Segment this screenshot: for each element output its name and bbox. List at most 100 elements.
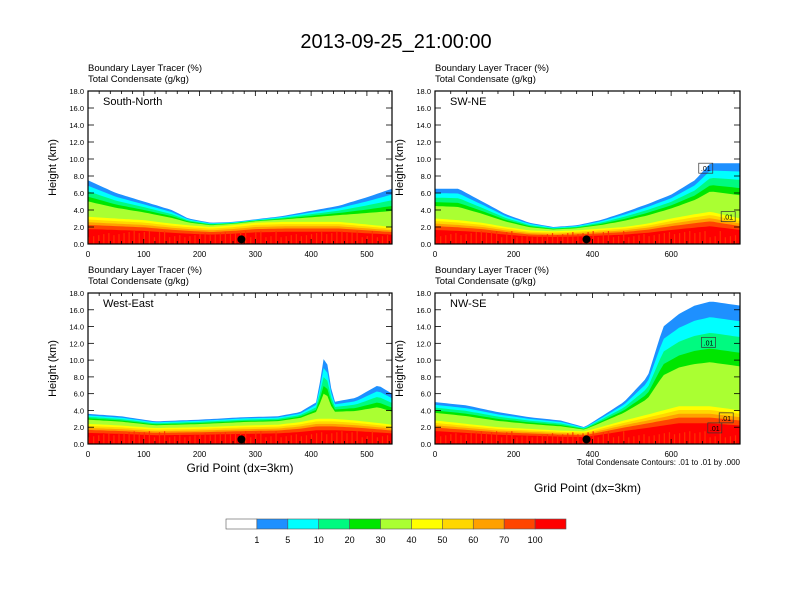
bl-streak [663, 233, 665, 244]
bl-streak [496, 231, 498, 244]
bl-streak [516, 237, 518, 244]
bl-streak [684, 232, 686, 244]
y-tick-label: 18.0 [416, 289, 431, 298]
bl-streak [351, 232, 353, 244]
y-tick-label: 12.0 [69, 138, 84, 147]
bl-streak [133, 231, 135, 244]
x-axis-label: Grid Point (dx=3km) [533, 481, 642, 495]
bl-streak [153, 437, 156, 444]
bl-streak [623, 231, 625, 244]
bl-streak [270, 236, 272, 244]
y-tick-label: 6.0 [74, 189, 84, 198]
bl-streak [729, 436, 732, 444]
y-tick-label: 12.0 [69, 339, 84, 348]
bl-streak [724, 237, 726, 244]
colorbar-swatch [225, 518, 258, 530]
y-tick-label: 14.0 [69, 323, 84, 332]
y-tick-label: 2.0 [74, 223, 84, 232]
bl-streak [546, 234, 549, 244]
bl-streak [285, 236, 287, 244]
bl-streak [133, 431, 135, 444]
bl-streak [618, 236, 620, 244]
bl-streak [361, 237, 363, 244]
panel-title: South-North [103, 96, 162, 108]
colorbar-label: 1 [254, 535, 259, 545]
colorbar-swatch [503, 518, 536, 530]
bl-streak [460, 435, 462, 444]
bl-streak [148, 431, 150, 444]
bl-streak [245, 231, 247, 244]
y-tick-label: 2.0 [74, 423, 84, 432]
bl-streak [496, 431, 498, 444]
bl-streak [219, 433, 221, 444]
tracer-field [88, 359, 392, 444]
bl-streak [638, 235, 640, 244]
bl-streak [663, 433, 665, 444]
bl-streak [668, 232, 671, 244]
colorbar-swatch [380, 518, 412, 530]
colorbar-swatch [442, 518, 474, 530]
bl-streak [490, 232, 493, 244]
x-axis-label: Grid Point (dx=3km) [186, 461, 294, 475]
plot-frame [434, 90, 741, 245]
bl-streak [143, 232, 145, 244]
bl-streak [531, 237, 533, 244]
bl-streak [108, 433, 110, 444]
bl-streak [128, 232, 130, 244]
y-tick-label: 12.0 [416, 138, 431, 147]
contour-label-box [707, 422, 723, 434]
bl-streak [290, 435, 292, 444]
x-tick-label: 100 [137, 250, 151, 259]
panel-bottom-left: 0 100 200 300 400 500 0.0 2.0 4.0 6.0 8.0 10.0 12.0 1… [47, 289, 393, 459]
bl-streak [551, 433, 554, 444]
bl-streak [376, 437, 378, 444]
station-marker [582, 235, 591, 244]
y-tick-label: 16.0 [69, 104, 84, 113]
bl-streak [331, 233, 333, 244]
bl-streak [551, 233, 554, 244]
bl-streak [356, 431, 358, 444]
contour-label: .01 [704, 340, 714, 347]
panel-subheader-top-right: Total Condensate (g/kg) [435, 74, 536, 85]
y-tick-label: 10.0 [69, 155, 84, 164]
bl-streak [305, 235, 308, 244]
bl-streak [209, 235, 211, 244]
bl-streak [184, 437, 186, 444]
y-tick-label: 4.0 [421, 206, 431, 215]
bl-streak [465, 234, 467, 244]
x-tick-label: 0 [86, 450, 91, 459]
bl-streak [300, 436, 302, 444]
bl-streak [381, 236, 384, 244]
bl-streak [158, 232, 161, 244]
bl-streak [204, 233, 206, 244]
bl-streak [567, 233, 569, 244]
x-tick-label: 0 [86, 250, 91, 259]
bl-streak [673, 234, 676, 244]
bl-streak [250, 437, 252, 444]
bl-streak [511, 431, 513, 444]
bl-streak [189, 436, 191, 444]
bl-streak [699, 232, 701, 244]
bl-streak [557, 235, 559, 244]
colorbar-swatch [287, 518, 320, 530]
bl-streak [204, 433, 206, 444]
bl-streak [490, 432, 493, 444]
bl-streak [381, 436, 384, 444]
bl-streak [310, 234, 313, 244]
bl-streak [234, 233, 237, 244]
colorbar-label: 30 [376, 535, 386, 545]
bl-streak [628, 437, 630, 444]
bl-streak [689, 431, 691, 444]
x-tick-label: 200 [507, 450, 521, 459]
y-tick-label: 0.0 [74, 440, 84, 449]
bl-streak [113, 235, 115, 244]
bl-streak [643, 234, 645, 244]
bl-streak [648, 236, 650, 244]
bl-streak [93, 436, 95, 444]
bl-streak [638, 435, 640, 444]
bl-streak [602, 432, 604, 444]
bl-streak [526, 435, 528, 444]
bl-streak [336, 232, 338, 244]
station-marker [237, 235, 246, 244]
